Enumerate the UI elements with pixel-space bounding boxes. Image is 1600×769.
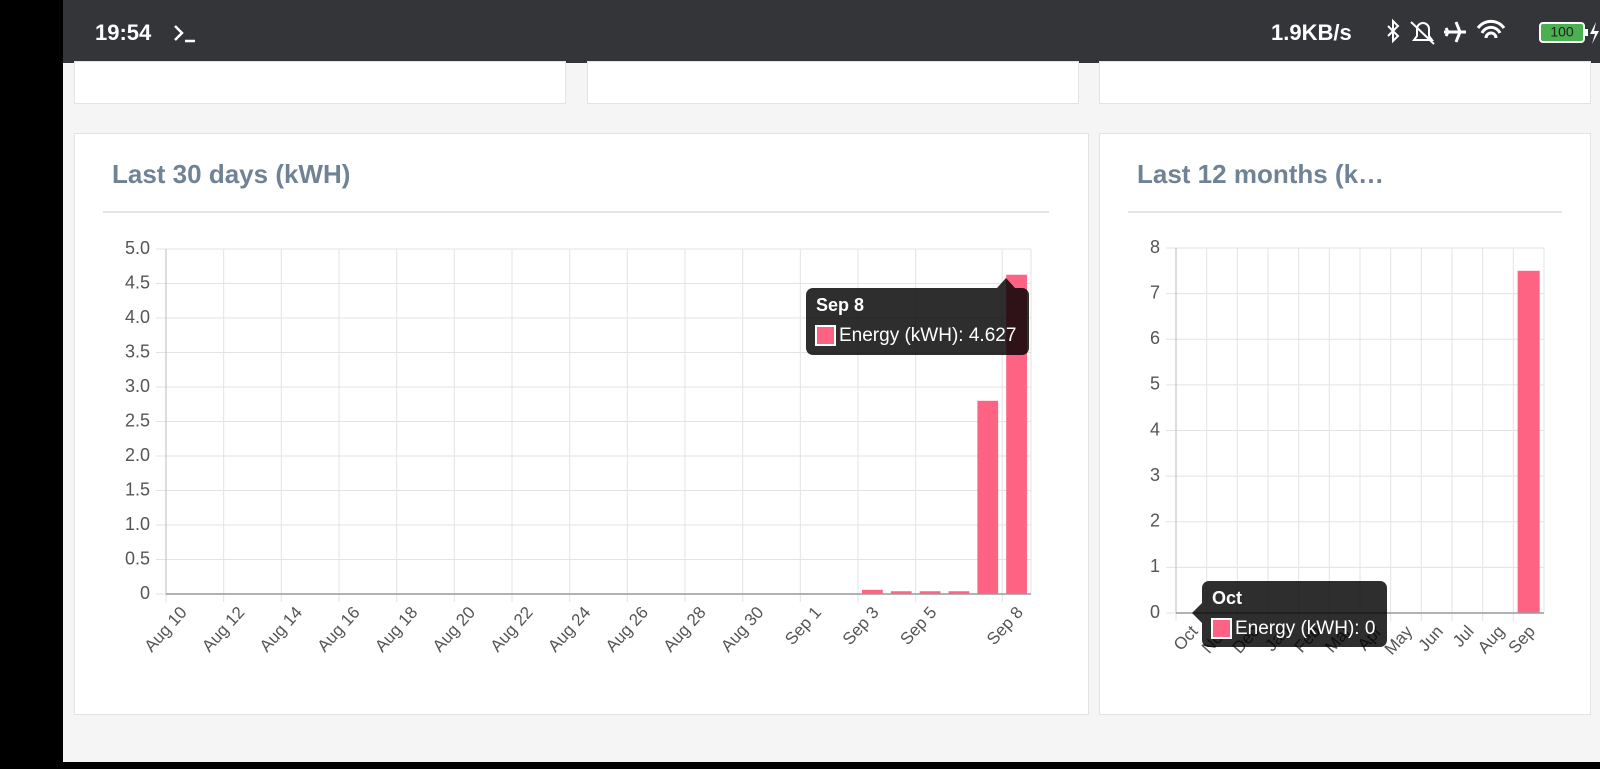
y-tick-label: 3.5 [125, 341, 150, 361]
x-tick-label: Sep 1 [781, 603, 825, 649]
bar [948, 591, 970, 594]
x-tick-label: Aug 18 [371, 603, 421, 656]
chart-title: Last 12 months (k… [1137, 159, 1384, 189]
x-tick-label: Sep 5 [897, 603, 941, 649]
tooltip-swatch [1211, 618, 1232, 639]
bar [1517, 270, 1540, 613]
x-tick-label: Sep 8 [983, 603, 1027, 649]
y-tick-label: 0.5 [125, 548, 150, 568]
x-tick-label: Jul [1449, 622, 1478, 651]
x-tick-label: Aug 26 [602, 603, 652, 656]
card [587, 61, 1079, 104]
battery-icon: 100 [1539, 22, 1599, 44]
tooltip-title: Oct [1212, 588, 1242, 608]
x-tick-label: Aug 10 [141, 603, 191, 656]
y-tick-label: 3 [1150, 465, 1160, 485]
y-tick-label: 1.0 [125, 514, 150, 534]
y-tick-label: 2.0 [125, 445, 150, 465]
x-tick-label: Aug 16 [314, 603, 364, 656]
y-tick-label: 5 [1150, 374, 1160, 394]
x-tick-label: Aug 30 [717, 603, 767, 656]
x-tick-label: Sep [1505, 622, 1539, 657]
bar [890, 591, 912, 594]
card [74, 61, 566, 104]
tooltip-caret [997, 278, 1015, 288]
x-tick-label: Aug 22 [487, 603, 537, 656]
y-tick-label: 3.0 [125, 376, 150, 396]
y-tick-label: 4.0 [125, 307, 150, 327]
y-tick-label: 6 [1150, 328, 1160, 348]
y-tick-label: 0 [1150, 602, 1160, 622]
tooltip-swatch [815, 325, 836, 346]
x-tick-label: Aug 12 [198, 603, 248, 656]
x-tick-label: Aug 28 [660, 603, 710, 656]
y-tick-label: 7 [1150, 282, 1160, 302]
tooltip-label: Energy (kWH): 4.627 [839, 325, 1016, 346]
tooltip-title: Sep 8 [816, 295, 864, 315]
y-tick-label: 0 [140, 583, 150, 603]
y-tick-label: 2 [1150, 511, 1160, 531]
network-speed: 1.9KB/s [1271, 20, 1352, 45]
x-tick-label: Oct [1170, 622, 1202, 655]
y-tick-label: 1.5 [125, 479, 150, 499]
y-tick-label: 4.5 [125, 272, 150, 292]
x-tick-label: Aug 14 [256, 603, 306, 656]
tooltip [806, 288, 1029, 355]
bar [919, 591, 941, 594]
y-tick-label: 4 [1150, 419, 1160, 439]
x-tick-label: Jun [1415, 622, 1447, 655]
y-tick-label: 8 [1150, 237, 1160, 257]
tooltip [1202, 581, 1387, 647]
bar [862, 589, 883, 594]
y-tick-label: 1 [1150, 556, 1160, 576]
x-tick-label: Aug [1474, 622, 1508, 657]
status-icons [1387, 18, 1506, 45]
chart-title: Last 30 days (kWH) [112, 159, 350, 189]
card [1099, 61, 1591, 104]
x-tick-label: Aug 24 [544, 603, 594, 656]
terminal-icon [174, 25, 195, 43]
battery-level: 100 [1550, 24, 1574, 40]
tooltip-label: Energy (kWH): 0 [1235, 618, 1375, 639]
clock: 19:54 [95, 20, 152, 45]
x-tick-label: Aug 20 [429, 603, 479, 656]
tooltip-caret [1192, 603, 1202, 623]
y-tick-label: 2.5 [125, 410, 150, 430]
bar [977, 400, 999, 594]
x-tick-label: Sep 3 [839, 603, 883, 649]
y-tick-label: 5.0 [125, 238, 150, 258]
chart-card [74, 133, 1089, 715]
status-bar: 19:54 1.9KB/s 100 [63, 0, 1600, 63]
